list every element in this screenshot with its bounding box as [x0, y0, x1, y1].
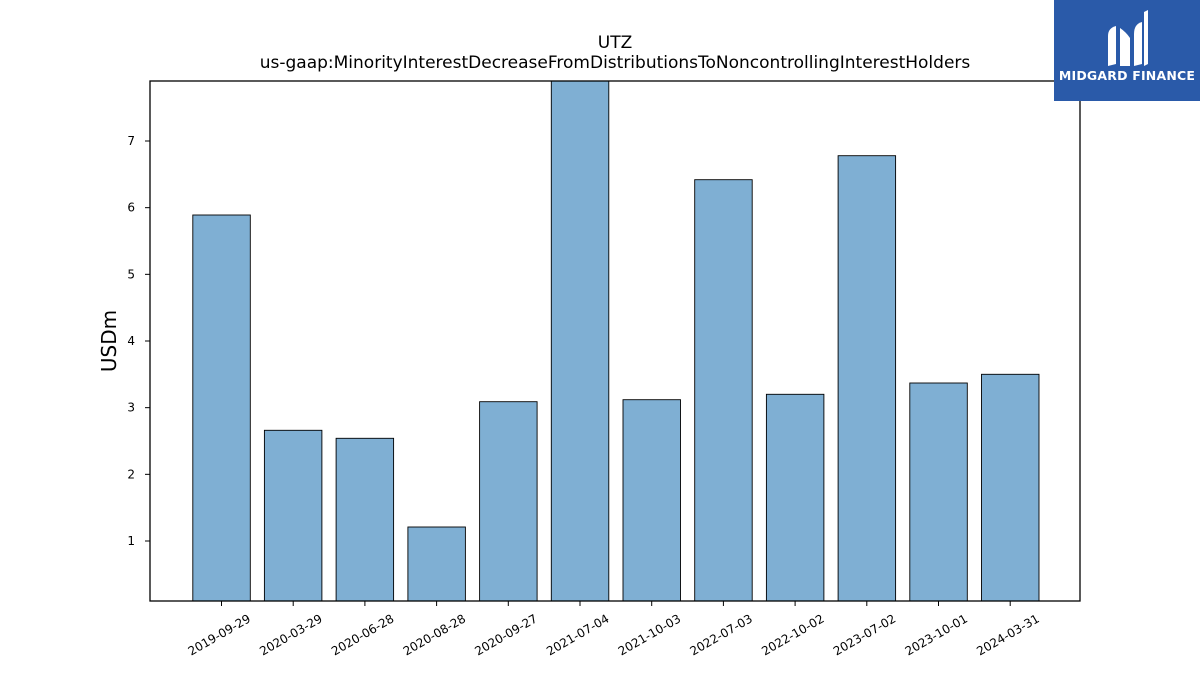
bar-2021-07-04 — [550, 80, 610, 602]
x-tick-label: 2020-09-27 — [472, 611, 539, 658]
bars-group — [192, 80, 1040, 602]
bar-2024-03-31 — [981, 373, 1040, 602]
midgard-finance-logo: MIDGARD FINANCE — [1054, 0, 1200, 101]
x-tick-label: 2021-07-04 — [544, 611, 611, 658]
bar-2021-10-03 — [622, 399, 681, 602]
y-tick-label: 1 — [127, 534, 135, 548]
x-tick-label: 2023-07-02 — [831, 611, 898, 658]
bar-2020-09-27 — [479, 401, 538, 602]
bar-2023-07-02 — [837, 155, 897, 602]
bar-2022-07-03 — [694, 179, 753, 602]
midgard-logo-icon — [1108, 10, 1148, 66]
bar-2019-09-29 — [192, 214, 251, 602]
logo-text: MIDGARD FINANCE — [1058, 68, 1196, 83]
x-axis-ticks: 2019-09-29 2020-03-29 2020-06-28 2020-08-28… — [186, 601, 1042, 658]
x-tick-label: 2021-10-03 — [616, 611, 683, 658]
y-axis-ticks: 1 2 3 4 5 6 7 — [127, 134, 150, 548]
chart-subtitle: us-gaap:MinorityInterestDecreaseFromDist… — [260, 53, 971, 73]
bar-2020-08-28 — [407, 526, 466, 602]
bar-2020-06-28 — [335, 437, 395, 602]
y-tick-label: 7 — [127, 134, 135, 148]
chart-title: UTZ — [598, 33, 632, 53]
bar-2020-03-29 — [263, 429, 323, 602]
y-tick-label: 4 — [127, 334, 135, 348]
bar-2023-10-01 — [909, 382, 968, 602]
plot-frame — [149, 80, 1081, 602]
y-tick-label: 3 — [127, 401, 135, 415]
x-tick-label: 2024-03-31 — [974, 611, 1041, 658]
x-tick-label: 2020-06-28 — [329, 611, 396, 658]
x-tick-label: 2020-08-28 — [401, 611, 468, 658]
y-tick-label: 5 — [127, 267, 135, 281]
x-tick-label: 2020-03-29 — [257, 611, 324, 658]
x-tick-label: 2022-07-03 — [687, 611, 754, 658]
y-tick-label: 2 — [127, 467, 135, 481]
x-tick-label: 2023-10-01 — [903, 611, 970, 658]
x-tick-label: 2022-10-02 — [759, 611, 826, 658]
y-tick-label: 6 — [127, 201, 135, 215]
bar-2022-10-02 — [765, 393, 825, 602]
x-tick-label: 2019-09-29 — [186, 611, 253, 658]
y-axis-label: USDm — [97, 310, 121, 372]
